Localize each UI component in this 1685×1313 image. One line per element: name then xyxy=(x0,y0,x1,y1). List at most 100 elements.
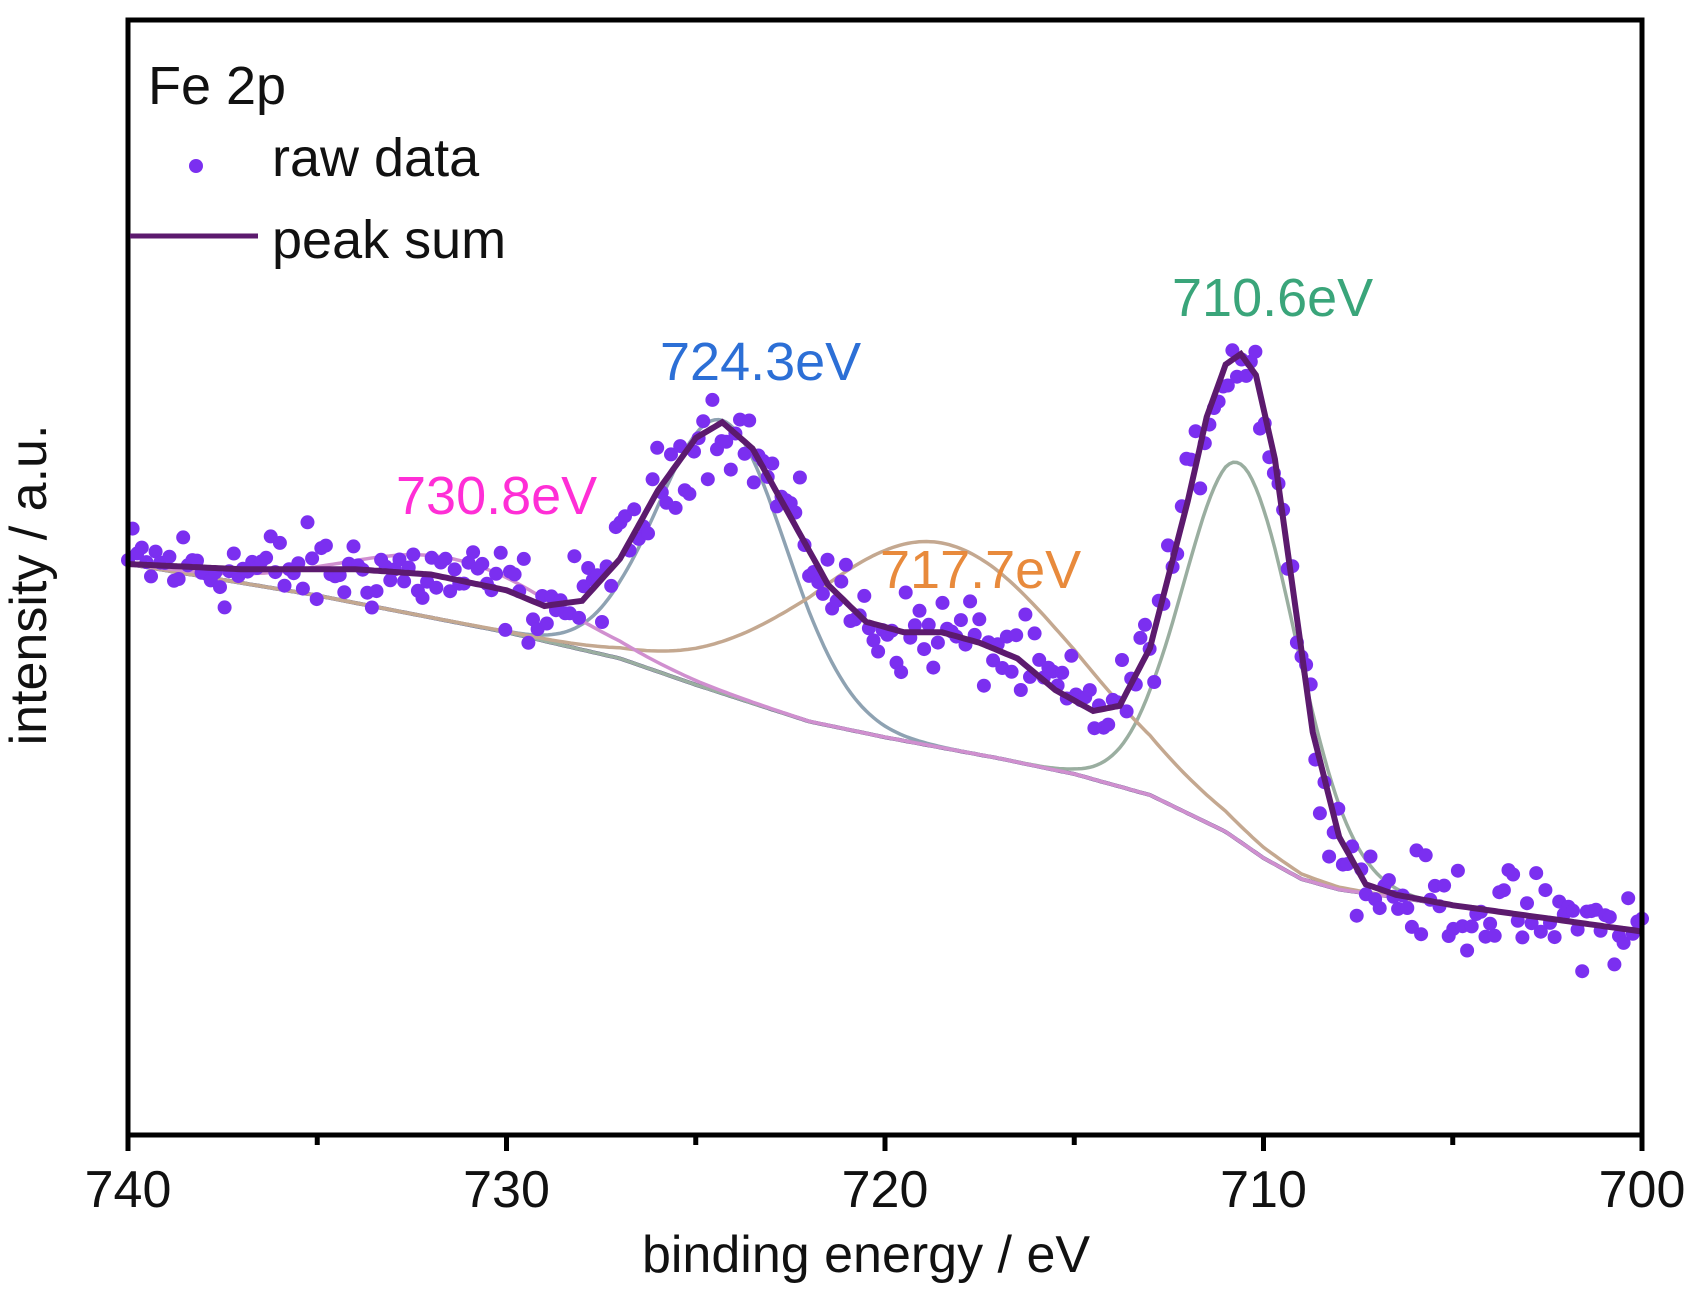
raw-data-point xyxy=(1533,924,1548,939)
raw-data-point xyxy=(650,440,665,455)
raw-data-point xyxy=(719,434,734,449)
raw-data-point xyxy=(1506,867,1521,882)
component-710-curve xyxy=(127,460,1643,934)
raw-data-point xyxy=(1009,628,1024,643)
y-axis-title: intensity / a.u. xyxy=(0,425,58,746)
raw-data-point xyxy=(935,595,950,610)
raw-data-point xyxy=(213,580,227,595)
raw-data-point xyxy=(820,552,835,567)
raw-data-point xyxy=(429,580,444,595)
raw-data-point xyxy=(595,615,609,629)
raw-data-point xyxy=(415,590,430,605)
raw-data-point xyxy=(1483,916,1498,931)
raw-data-point xyxy=(1027,626,1042,641)
raw-data-point xyxy=(539,616,554,631)
x-tick-label: 720 xyxy=(842,1161,929,1219)
raw-data-point xyxy=(917,642,932,657)
raw-data-point xyxy=(912,603,927,618)
raw-data-point xyxy=(134,540,149,555)
raw-data-point xyxy=(857,588,872,603)
raw-data-point xyxy=(171,572,186,586)
raw-data-point xyxy=(1607,957,1622,972)
raw-data-point xyxy=(963,594,978,609)
raw-data-point xyxy=(1147,675,1162,689)
x-tick-label: 700 xyxy=(1599,1161,1685,1219)
x-tick-label: 740 xyxy=(85,1161,172,1219)
raw-data-point xyxy=(1018,607,1033,622)
raw-data-point xyxy=(1616,935,1631,950)
raw-data-point xyxy=(604,578,619,593)
raw-data-point xyxy=(866,633,881,648)
raw-data-point xyxy=(838,557,853,572)
raw-data-point xyxy=(1400,901,1415,915)
peak-sum-curve xyxy=(127,349,1643,935)
raw-data-point xyxy=(1004,664,1019,679)
raw-data-point xyxy=(1418,848,1433,863)
raw-data-point xyxy=(696,414,711,429)
peak-label-724: 724.3eV xyxy=(660,332,861,392)
raw-data-point xyxy=(737,446,752,461)
raw-data-point xyxy=(1460,943,1475,958)
raw-data-point xyxy=(894,665,909,680)
raw-data-point xyxy=(1161,538,1175,553)
component-730-curve xyxy=(127,553,1643,934)
raw-data-point xyxy=(1621,891,1636,906)
raw-data-point xyxy=(1349,908,1364,923)
raw-data-point xyxy=(742,413,757,428)
raw-data-point xyxy=(1064,648,1079,663)
raw-data-point xyxy=(700,472,715,487)
raw-data-point xyxy=(406,547,421,562)
legend: Fe 2p raw data peak sum xyxy=(130,56,506,270)
raw-data-point xyxy=(1013,683,1028,697)
raw-data-point xyxy=(309,592,324,607)
raw-data-point xyxy=(953,613,968,628)
raw-data-point xyxy=(1055,665,1070,680)
raw-data-point xyxy=(300,515,315,530)
raw-data-point xyxy=(383,573,398,588)
x-axis-title: binding energy / eV xyxy=(642,1226,1090,1284)
peak-label-717: 717.7eV xyxy=(880,540,1081,600)
raw-data-point xyxy=(907,618,922,633)
raw-data-point xyxy=(346,539,361,554)
legend-title: Fe 2p xyxy=(148,56,286,116)
x-tick-label: 710 xyxy=(1220,1161,1307,1219)
raw-data-point xyxy=(1193,481,1208,496)
raw-data-point xyxy=(272,535,287,550)
raw-data-point xyxy=(1239,368,1254,383)
raw-data-point xyxy=(466,545,481,560)
raw-data-point xyxy=(1602,910,1617,925)
x-tick-label: 730 xyxy=(463,1161,550,1219)
raw-data-point xyxy=(641,526,655,541)
raw-data-point xyxy=(493,545,508,560)
raw-data-point xyxy=(397,574,412,589)
raw-data-point xyxy=(572,610,586,625)
raw-data-point xyxy=(369,584,384,599)
raw-data-point xyxy=(305,551,320,566)
raw-data-point xyxy=(682,486,697,501)
raw-data-point xyxy=(1496,883,1511,898)
raw-data-point xyxy=(1566,903,1580,918)
raw-data-point xyxy=(668,500,683,515)
raw-data-point xyxy=(1547,930,1562,945)
raw-data-point xyxy=(1101,717,1116,732)
raw-data-point xyxy=(1138,617,1152,632)
raw-data-point xyxy=(337,585,352,600)
raw-data-point xyxy=(986,653,1001,668)
raw-data-point xyxy=(1115,653,1129,667)
raw-data-point xyxy=(1437,878,1452,893)
raw-data-point xyxy=(144,569,158,584)
raw-data-point xyxy=(498,622,513,637)
raw-data-point xyxy=(746,475,761,490)
raw-data-point xyxy=(447,562,462,577)
raw-data-point xyxy=(1487,928,1502,943)
raw-data-point xyxy=(1414,927,1429,942)
legend-peak-sum-label: peak sum xyxy=(272,210,506,270)
raw-data-point xyxy=(627,502,642,517)
legend-raw-data-marker xyxy=(189,159,203,173)
raw-data-point xyxy=(1372,901,1387,916)
raw-data-point xyxy=(217,600,232,615)
plot-area xyxy=(121,343,1649,979)
raw-data-point xyxy=(930,635,945,650)
raw-data-point xyxy=(1450,863,1465,878)
